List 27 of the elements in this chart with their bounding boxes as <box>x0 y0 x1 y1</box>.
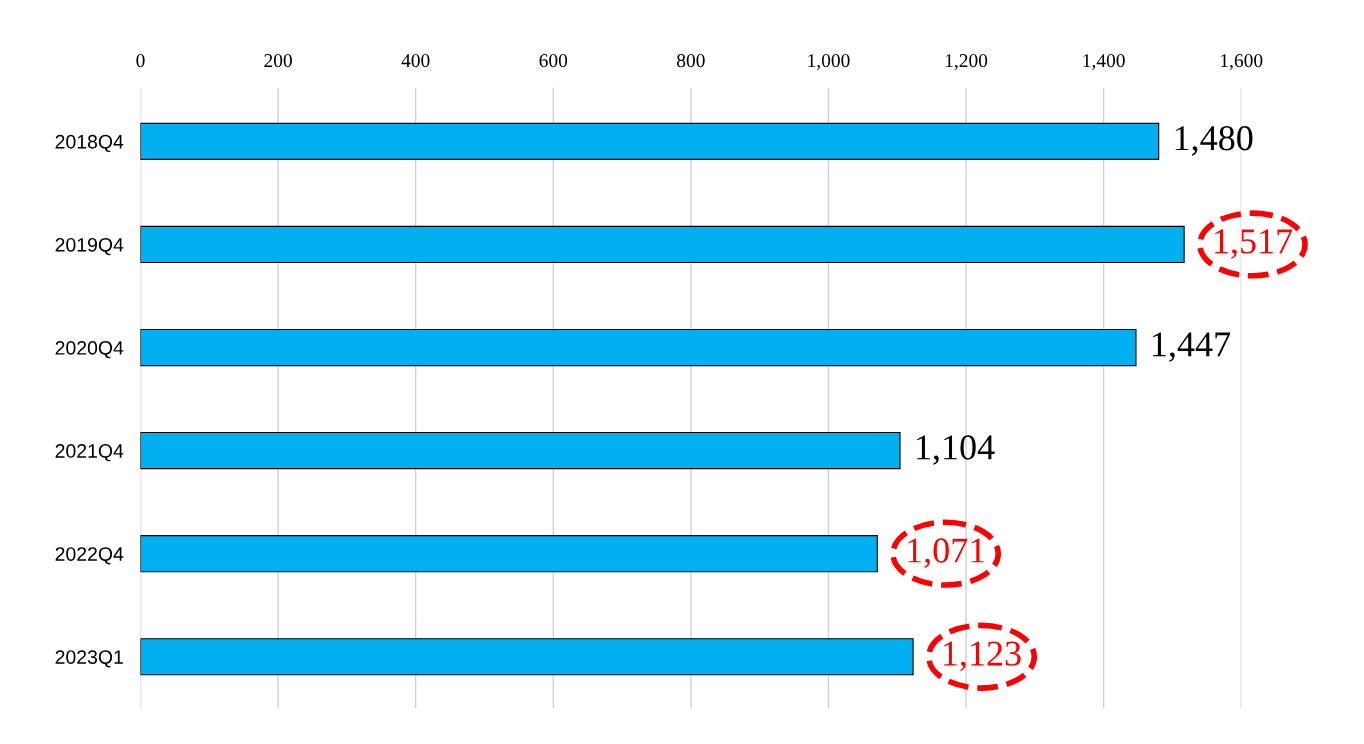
y-tick-label: 2022Q4 <box>55 547 124 565</box>
bar <box>140 535 878 573</box>
bar <box>140 638 914 676</box>
x-tick-label: 200 <box>264 54 292 68</box>
bar <box>140 432 901 470</box>
y-tick-label: 2020Q4 <box>55 341 124 359</box>
x-tick-label: 1,000 <box>808 54 850 70</box>
data-label: 1,447 <box>1153 332 1231 362</box>
y-tick-label: 2023Q1 <box>55 650 123 668</box>
annotation: 1,517 <box>1215 229 1293 259</box>
y-tick-label: 2018Q4 <box>55 134 124 153</box>
bar <box>140 328 1137 367</box>
x-tick-label: 800 <box>677 54 705 68</box>
annotation: 1,123 <box>944 641 1021 671</box>
annotation: 1,071 <box>908 538 985 568</box>
x-tick-label: 600 <box>539 54 568 68</box>
data-label: 1,480 <box>1175 126 1253 156</box>
x-tick-label: 0 <box>136 54 145 68</box>
y-tick-label: 2021Q4 <box>55 444 124 462</box>
x-tick-label: 400 <box>401 54 430 68</box>
bar <box>140 122 1160 160</box>
x-tick-label: 1,600 <box>1221 54 1263 70</box>
data-label: 1,104 <box>917 435 995 465</box>
bar <box>140 225 1185 264</box>
x-tick-label: 1,200 <box>945 54 988 70</box>
x-tick-label: 1,400 <box>1083 54 1125 70</box>
y-tick-label: 2019Q4 <box>55 237 124 256</box>
